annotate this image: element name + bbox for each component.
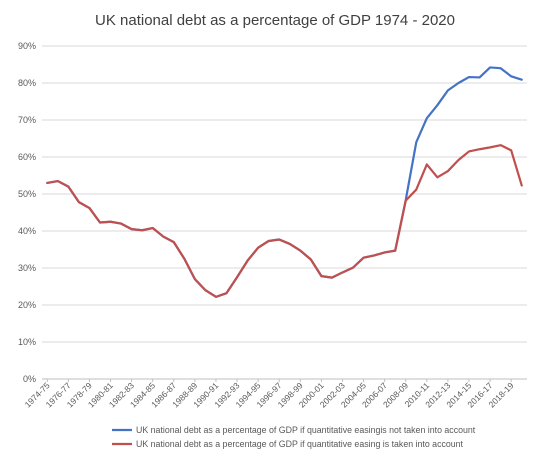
legend-label: UK national debt as a percentage of GDP … [136,439,464,449]
y-tick-label: 50% [18,189,36,199]
y-tick-label: 10% [18,337,36,347]
y-tick-label: 40% [18,226,36,236]
legend-label: UK national debt as a percentage of GDP … [136,425,476,435]
chart-title: UK national debt as a percentage of GDP … [95,12,455,29]
y-tick-label: 80% [18,78,36,88]
y-tick-label: 0% [23,374,36,384]
y-tick-label: 70% [18,115,36,125]
y-tick-label: 20% [18,300,36,310]
series-line-2 [46,144,523,298]
y-tick-label: 90% [18,41,36,51]
y-tick-label: 30% [18,263,36,273]
series-line-1 [46,66,523,298]
y-tick-label: 60% [18,152,36,162]
